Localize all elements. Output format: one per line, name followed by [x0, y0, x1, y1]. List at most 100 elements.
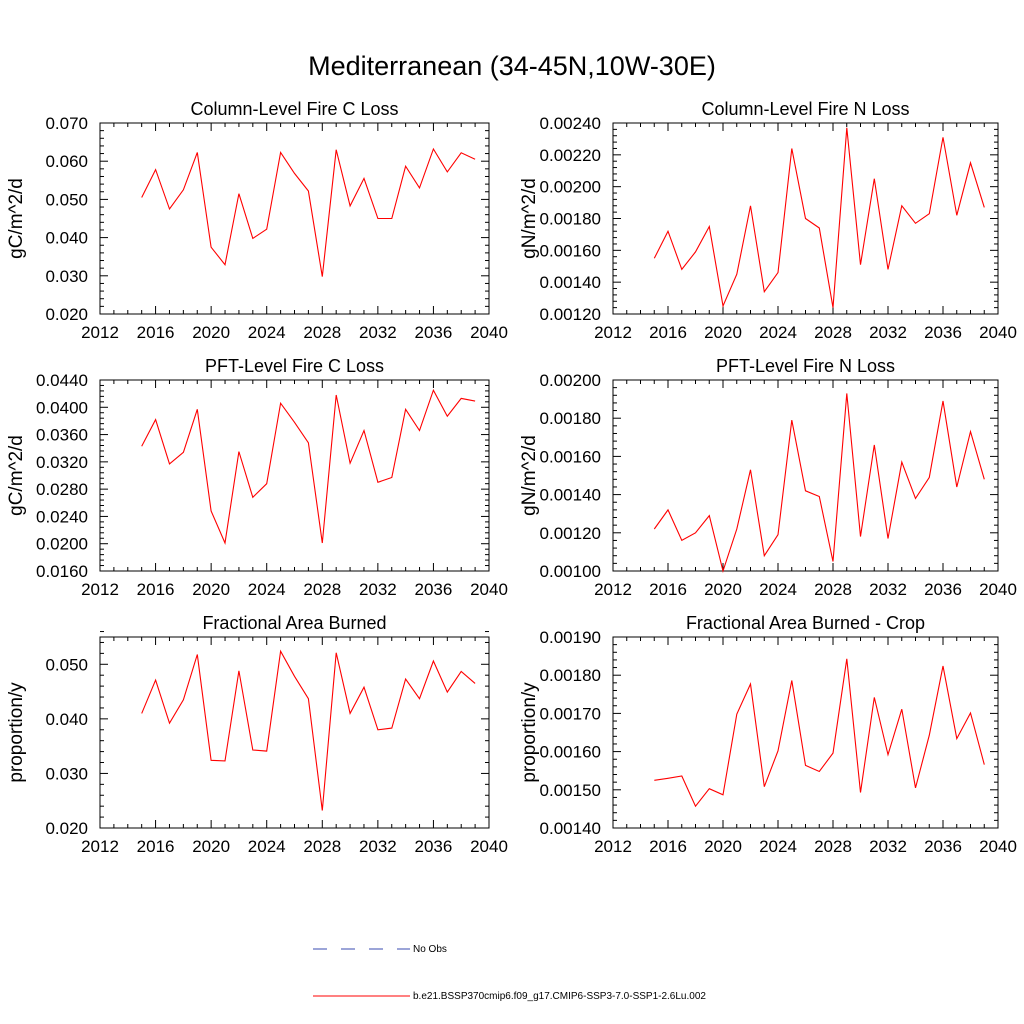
- y-tick-label: 0.00140: [540, 486, 601, 505]
- y-tick-label: 0.020: [45, 819, 88, 838]
- x-tick-label: 2012: [594, 580, 632, 599]
- plot-frame: [99, 379, 490, 572]
- y-tick-label: 0.0360: [36, 426, 88, 445]
- x-tick-label: 2032: [869, 580, 907, 599]
- x-tick-label: 2016: [137, 323, 175, 342]
- x-tick-label: 2032: [869, 837, 907, 856]
- x-tick-label: 2032: [359, 580, 397, 599]
- x-tick-label: 2020: [704, 580, 742, 599]
- y-tick-label: 0.030: [45, 764, 88, 783]
- panel-title: Fractional Area Burned: [202, 613, 386, 633]
- y-tick-label: 0.00160: [540, 447, 601, 466]
- panel-title: Column-Level Fire C Loss: [190, 99, 398, 119]
- y-tick-label: 0.0320: [36, 453, 88, 472]
- x-tick-label: 2012: [81, 323, 119, 342]
- y-tick-label: 0.00140: [540, 273, 601, 292]
- y-tick-label: 0.0240: [36, 507, 88, 526]
- y-axis-label: gN/m^2/d: [519, 435, 540, 516]
- y-tick-label: 0.0280: [36, 480, 88, 499]
- x-tick-label: 2032: [359, 323, 397, 342]
- legend-label-no-obs: No Obs: [413, 944, 447, 955]
- series-line-1: [141, 388, 476, 545]
- y-tick-label: 0.00160: [540, 743, 601, 762]
- x-tick-label: 2012: [594, 323, 632, 342]
- y-tick-label: 0.00120: [540, 305, 601, 324]
- y-axis-label: proportion/y: [519, 682, 540, 783]
- y-axis-label: gC/m^2/d: [6, 178, 27, 259]
- legend: No Obs b.e21.BSSP370cmip6.f09_g17.CMIP6-…: [313, 944, 706, 1002]
- x-tick-label: 2012: [81, 580, 119, 599]
- x-tick-label: 2036: [415, 580, 453, 599]
- x-tick-label: 2020: [704, 837, 742, 856]
- y-tick-label: 0.00180: [540, 409, 601, 428]
- panel-5: Fractional Area Burned proportion/y 2012 20…: [6, 613, 508, 856]
- y-tick-label: 0.0400: [36, 398, 88, 417]
- x-tick-label: 2040: [979, 323, 1017, 342]
- panel-4: PFT-Level Fire N Loss gN/m^2/d 2012 2016 202…: [519, 356, 1017, 599]
- panel-1: Column-Level Fire C Loss gC/m^2/d 2012 2016…: [6, 99, 508, 342]
- y-tick-label: 0.00140: [540, 819, 601, 838]
- y-tick-label: 0.050: [45, 190, 88, 209]
- x-tick-label: 2016: [649, 323, 687, 342]
- x-tick-label: 2016: [137, 580, 175, 599]
- x-tick-label: 2028: [814, 323, 852, 342]
- y-tick-label: 0.00100: [540, 562, 601, 581]
- plot-frame: [612, 636, 999, 829]
- x-tick-label: 2012: [81, 837, 119, 856]
- y-tick-label: 0.00180: [540, 210, 601, 229]
- panel-6: Fractional Area Burned - Crop proportion/…: [519, 613, 1017, 856]
- y-tick-label: 0.00160: [540, 241, 601, 260]
- y-tick-label: 0.060: [45, 152, 88, 171]
- x-tick-label: 2028: [303, 323, 341, 342]
- x-tick-label: 2024: [248, 323, 286, 342]
- x-tick-label: 2040: [979, 580, 1017, 599]
- legend-label-model: b.e21.BSSP370cmip6.f09_g17.CMIP6-SSP3-7.…: [413, 991, 706, 1002]
- y-tick-label: 0.00190: [540, 628, 601, 647]
- series-line-1: [654, 658, 985, 808]
- x-tick-label: 2036: [924, 837, 962, 856]
- chart-panels: Column-Level Fire C Loss gC/m^2/d 2012 2016…: [6, 99, 1017, 856]
- x-tick-label: 2016: [649, 837, 687, 856]
- y-tick-label: 0.070: [45, 114, 88, 133]
- y-tick-label: 0.020: [45, 305, 88, 324]
- x-tick-label: 2036: [415, 323, 453, 342]
- y-tick-label: 0.040: [45, 710, 88, 729]
- y-tick-label: 0.00220: [540, 146, 601, 165]
- x-tick-label: 2036: [415, 837, 453, 856]
- figure-title: Mediterranean (34-45N,10W-30E): [308, 51, 716, 81]
- x-tick-label: 2016: [649, 580, 687, 599]
- x-tick-label: 2028: [303, 837, 341, 856]
- x-tick-label: 2024: [759, 580, 797, 599]
- panel-title: Fractional Area Burned - Crop: [686, 613, 925, 633]
- x-tick-label: 2036: [924, 323, 962, 342]
- x-tick-label: 2028: [303, 580, 341, 599]
- x-tick-label: 2020: [192, 837, 230, 856]
- x-tick-label: 2016: [137, 837, 175, 856]
- series-line-1: [141, 649, 476, 811]
- x-tick-label: 2020: [704, 323, 742, 342]
- plot-frame: [612, 379, 999, 572]
- x-tick-label: 2040: [470, 580, 508, 599]
- x-tick-label: 2028: [814, 837, 852, 856]
- plot-frame: [99, 122, 490, 315]
- x-tick-label: 2024: [759, 837, 797, 856]
- x-tick-label: 2032: [869, 323, 907, 342]
- y-axis-label: gC/m^2/d: [6, 435, 27, 516]
- plot-frame: [99, 636, 490, 829]
- y-axis-label: proportion/y: [6, 682, 27, 783]
- y-tick-label: 0.040: [45, 229, 88, 248]
- x-tick-label: 2040: [470, 323, 508, 342]
- panel-2: Column-Level Fire N Loss gN/m^2/d 2012 2016…: [519, 99, 1017, 342]
- y-tick-label: 0.00170: [540, 704, 601, 723]
- x-tick-label: 2012: [594, 837, 632, 856]
- panel-title: Column-Level Fire N Loss: [701, 99, 909, 119]
- x-tick-label: 2020: [192, 580, 230, 599]
- y-tick-label: 0.0440: [36, 371, 88, 390]
- y-tick-label: 0.0160: [36, 562, 88, 581]
- panel-title: PFT-Level Fire C Loss: [205, 356, 384, 376]
- x-tick-label: 2024: [248, 837, 286, 856]
- y-tick-label: 0.00200: [540, 371, 601, 390]
- y-tick-label: 0.00150: [540, 781, 601, 800]
- y-tick-label: 0.00180: [540, 666, 601, 685]
